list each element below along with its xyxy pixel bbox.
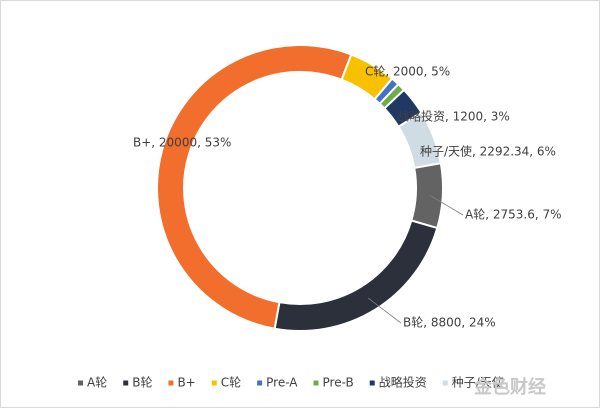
- legend: A轮 B轮 B+ C轮 Pre-A Pre-B 战略投资 种子/天使: [78, 375, 504, 390]
- legend-label: Pre-B: [323, 376, 354, 390]
- legend-label: A轮: [87, 376, 107, 390]
- legend-label: C轮: [221, 376, 241, 390]
- legend-swatch: [313, 380, 319, 386]
- legend-label: Pre-A: [266, 376, 298, 390]
- legend-label: 战略投资: [379, 375, 427, 390]
- data-label: B+, 20000, 53%: [133, 136, 231, 150]
- legend-swatch: [211, 380, 217, 386]
- legend-label: 种子/天使: [452, 375, 504, 390]
- donut: [156, 44, 444, 332]
- data-labels: A轮, 2753.6, 7% B轮, 8800, 24% B+, 20000, 53…: [133, 65, 562, 330]
- leader-line: [429, 194, 464, 216]
- legend-swatch: [257, 380, 263, 386]
- data-label: 战略投资, 1200, 3%: [397, 109, 510, 124]
- legend-swatch: [369, 380, 375, 386]
- legend-swatch: [78, 380, 83, 386]
- legend-label: B+: [177, 376, 195, 390]
- legend-swatch: [123, 380, 129, 386]
- data-label: A轮, 2753.6, 7%: [465, 208, 562, 222]
- legend-label: B轮: [132, 376, 152, 390]
- watermark: 金色财经: [473, 376, 546, 398]
- legend-swatch: [442, 380, 448, 386]
- data-label: 种子/天使, 2292.34, 6%: [420, 144, 556, 159]
- data-label: B轮, 8800, 24%: [403, 316, 496, 330]
- legend-swatch: [168, 380, 174, 386]
- donut-slice: [410, 162, 444, 230]
- data-label: C轮, 2000, 5%: [365, 65, 450, 79]
- leader-line: [367, 297, 402, 324]
- donut-slice: [397, 111, 442, 170]
